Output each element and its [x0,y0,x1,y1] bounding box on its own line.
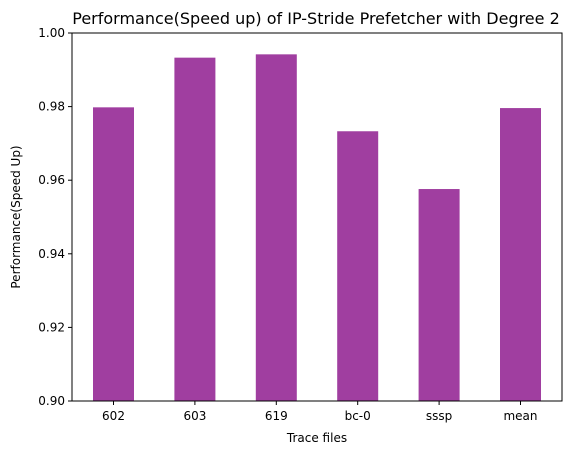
bar-603 [174,57,216,401]
y-tick-label: 0.96 [38,173,65,187]
bar-619 [255,54,297,402]
plot-frame [71,32,563,402]
x-tick-label: sssp [426,409,452,423]
y-tick-label: 1.00 [38,26,65,40]
y-axis-label: Performance(Speed Up) [9,145,23,288]
x-axis-label: Trace files [286,431,347,445]
bar-mean [500,108,541,402]
y-tick-label: 0.94 [38,247,65,261]
y-tick-label: 0.98 [38,100,65,114]
bar-bc-0 [337,131,379,402]
x-tick-label: bc-0 [345,409,371,423]
y-tick-label: 0.90 [38,394,65,408]
bar-sssp [418,189,460,401]
y-axis-ticks: 0.90 0.92 0.94 0.96 0.98 1.00 [38,26,72,408]
bars-group [93,54,541,402]
x-tick-label: mean [503,409,537,423]
chart-title: Performance(Speed up) of IP-Stride Prefe… [72,9,560,28]
x-tick-label: 619 [265,409,288,423]
x-axis-ticks: 602 603 619 bc-0 sssp mean [102,401,538,423]
x-tick-label: 603 [183,409,206,423]
x-tick-label: 602 [102,409,125,423]
y-tick-label: 0.92 [38,320,65,334]
bar-602 [93,107,134,401]
